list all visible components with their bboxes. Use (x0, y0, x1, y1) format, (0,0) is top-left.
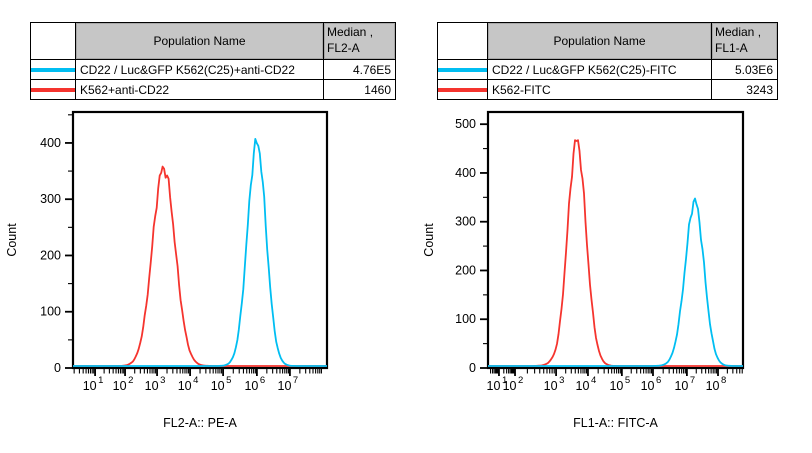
y-tick-label: 0 (54, 361, 61, 375)
series-curves (488, 139, 743, 367)
x-tick-exponent: 1 (502, 375, 507, 386)
y-tick-label: 500 (455, 117, 476, 131)
median-value: 3243 (711, 79, 778, 100)
y-tick-label: 200 (40, 248, 61, 262)
x-tick-label: 10 (706, 379, 720, 393)
swatch-cell (30, 59, 76, 80)
x-tick-label: 10 (641, 379, 655, 393)
median-header-line1: Median , (715, 25, 762, 39)
x-tick-label: 10 (278, 379, 292, 393)
population-name: K562+anti-CD22 (75, 79, 324, 100)
series-color-swatch-cyan (31, 67, 75, 72)
x-tick-exponent: 2 (128, 375, 133, 386)
table-row[interactable]: CD22 / Luc&GFP K562(C25)-FITC 5.03E6 (437, 59, 778, 80)
y-axis: 0 100 200 300 400 500 (455, 117, 487, 375)
y-axis-label: Count (422, 223, 436, 257)
median-header-line2: FL2-A (327, 40, 360, 55)
y-tick-label: 300 (40, 192, 61, 206)
x-tick-label: 10 (178, 379, 192, 393)
median-header-line2: FL1-A (715, 40, 748, 55)
x-tick-exponent: 5 (226, 375, 231, 386)
x-axis: 10 1 10 2 10 3 10 4 10 5 10 6 10 7 (71, 110, 329, 393)
series-curves (73, 138, 327, 367)
x-tick-label: 10 (674, 379, 688, 393)
swatch-cell (30, 79, 76, 100)
x-tick-exponent: 8 (721, 375, 726, 386)
x-tick-label: 10 (244, 379, 258, 393)
x-tick-label: 10 (503, 379, 517, 393)
legend-swatch-header (30, 22, 76, 60)
legend-table-right[interactable]: Population Name Median , FL1-A CD22 / Lu… (437, 22, 778, 100)
y-axis: 0 100 200 300 400 (40, 114, 72, 375)
swatch-cell (437, 59, 488, 80)
population-name: K562-FITC (487, 79, 712, 100)
population-name-header: Population Name (75, 22, 324, 60)
legend-table-left[interactable]: Population Name Median , FL2-A CD22 / Lu… (30, 22, 396, 100)
x-tick-exponent: 6 (656, 375, 661, 386)
x-tick-label: 10 (211, 379, 225, 393)
x-tick-label: 10 (83, 379, 97, 393)
median-header: Median , FL2-A (323, 22, 396, 60)
x-tick-label: 10 (113, 379, 127, 393)
x-tick-exponent: 4 (591, 375, 596, 386)
histogram-curve-red (73, 165, 327, 367)
x-tick-exponent: 7 (293, 375, 298, 386)
y-tick-label: 300 (455, 215, 476, 229)
x-axis-label: FL1-A:: FITC-A (573, 416, 658, 430)
y-axis-label: Count (5, 223, 19, 257)
median-header-line1: Median , (327, 25, 374, 39)
histogram-curve-cyan (488, 197, 743, 367)
median-value: 1460 (323, 79, 396, 100)
y-tick-label: 0 (469, 361, 476, 375)
population-name: CD22 / Luc&GFP K562(C25)-FITC (487, 59, 712, 80)
histogram-curve-red (488, 139, 743, 367)
legend-swatch-header (437, 22, 488, 60)
series-color-swatch-red (31, 87, 75, 92)
plot-border (71, 110, 329, 370)
median-value: 5.03E6 (711, 59, 778, 80)
median-value: 4.76E5 (323, 59, 396, 80)
histogram-curve-cyan (73, 138, 327, 367)
table-row[interactable]: K562+anti-CD22 1460 (30, 79, 396, 100)
x-tick-label: 10 (576, 379, 590, 393)
swatch-cell (437, 79, 488, 100)
series-color-swatch-cyan (438, 67, 487, 72)
x-tick-label: 10 (609, 379, 623, 393)
population-name: CD22 / Luc&GFP K562(C25)+anti-CD22 (75, 59, 324, 80)
x-tick-exponent: 6 (260, 375, 265, 386)
x-axis-label: FL2-A:: PE-A (163, 416, 237, 430)
y-tick-label: 400 (455, 166, 476, 180)
x-tick-exponent: 3 (559, 375, 564, 386)
y-tick-label: 400 (40, 136, 61, 150)
x-tick-exponent: 5 (625, 375, 630, 386)
histogram-fl2a[interactable]: 10 1 10 2 10 3 10 4 10 5 10 6 10 70100200300400FL2-A:… (0, 100, 406, 453)
x-tick-exponent: 4 (193, 375, 198, 386)
y-tick-label: 200 (455, 263, 476, 277)
plot-border (486, 110, 745, 370)
x-tick-label: 10 (544, 379, 558, 393)
table-row[interactable]: K562-FITC 3243 (437, 79, 778, 100)
y-tick-label: 100 (40, 305, 61, 319)
x-tick-label: 10 (145, 379, 159, 393)
x-tick-label: 10 (487, 379, 501, 393)
x-tick-exponent: 7 (690, 375, 695, 386)
table-row[interactable]: CD22 / Luc&GFP K562(C25)+anti-CD22 4.76E… (30, 59, 396, 80)
x-tick-exponent: 1 (98, 375, 103, 386)
median-header: Median , FL1-A (711, 22, 778, 60)
population-name-header: Population Name (487, 22, 712, 60)
series-color-swatch-red (438, 87, 487, 92)
y-tick-label: 100 (455, 312, 476, 326)
x-tick-exponent: 2 (518, 375, 523, 386)
x-tick-exponent: 3 (160, 375, 165, 386)
